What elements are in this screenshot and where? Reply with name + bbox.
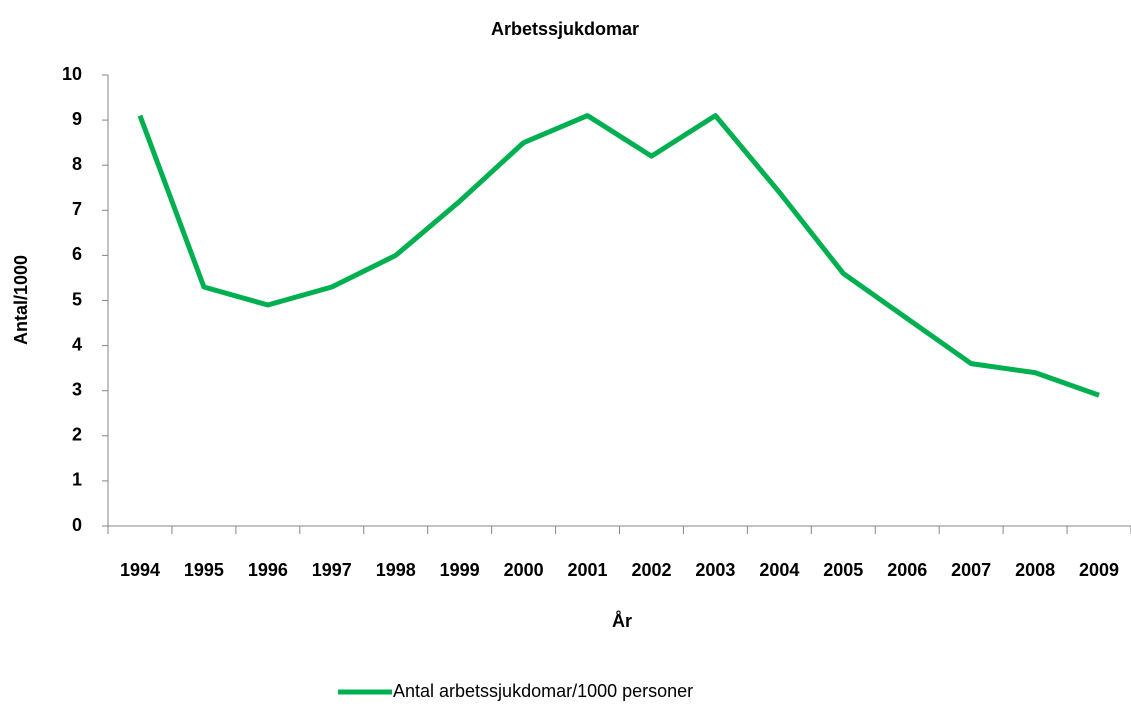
y-tick-label: 5 [72, 289, 82, 309]
y-axis-label: Antal/1000 [11, 255, 31, 345]
x-tick-label: 1994 [120, 560, 160, 580]
y-tick-label: 0 [72, 515, 82, 535]
y-tick-label: 2 [72, 425, 82, 445]
legend-label: Antal arbetssjukdomar/1000 personer [393, 681, 693, 701]
x-tick-label: 2002 [631, 560, 671, 580]
x-tick-label: 1998 [376, 560, 416, 580]
x-tick-label: 2007 [951, 560, 991, 580]
x-tick-label: 1996 [248, 560, 288, 580]
x-tick-label: 2003 [695, 560, 735, 580]
x-tick-label: 2005 [823, 560, 863, 580]
x-tick-label: 1997 [312, 560, 352, 580]
y-tick-label: 7 [72, 199, 82, 219]
x-axis-label: År [612, 611, 632, 631]
y-tick-label: 4 [72, 334, 82, 354]
x-tick-label: 2008 [1015, 560, 1055, 580]
y-tick-label: 1 [72, 470, 82, 490]
x-tick-label: 2000 [504, 560, 544, 580]
x-tick-label: 2001 [568, 560, 608, 580]
y-tick-label: 6 [72, 244, 82, 264]
x-tick-label: 1999 [440, 560, 480, 580]
line [137, 113, 1100, 398]
y-tick-label: 8 [72, 154, 82, 174]
y-tick-label: 9 [72, 109, 82, 129]
x-tick-label: 1995 [184, 560, 224, 580]
x-tick-label: 2009 [1079, 560, 1119, 580]
y-tick-label: 3 [72, 379, 82, 399]
chart-title: Arbetssjukdomar [491, 19, 639, 39]
x-tick-label: 2004 [759, 560, 799, 580]
y-tick-label: 10 [62, 64, 82, 84]
x-tick-label: 2006 [887, 560, 927, 580]
